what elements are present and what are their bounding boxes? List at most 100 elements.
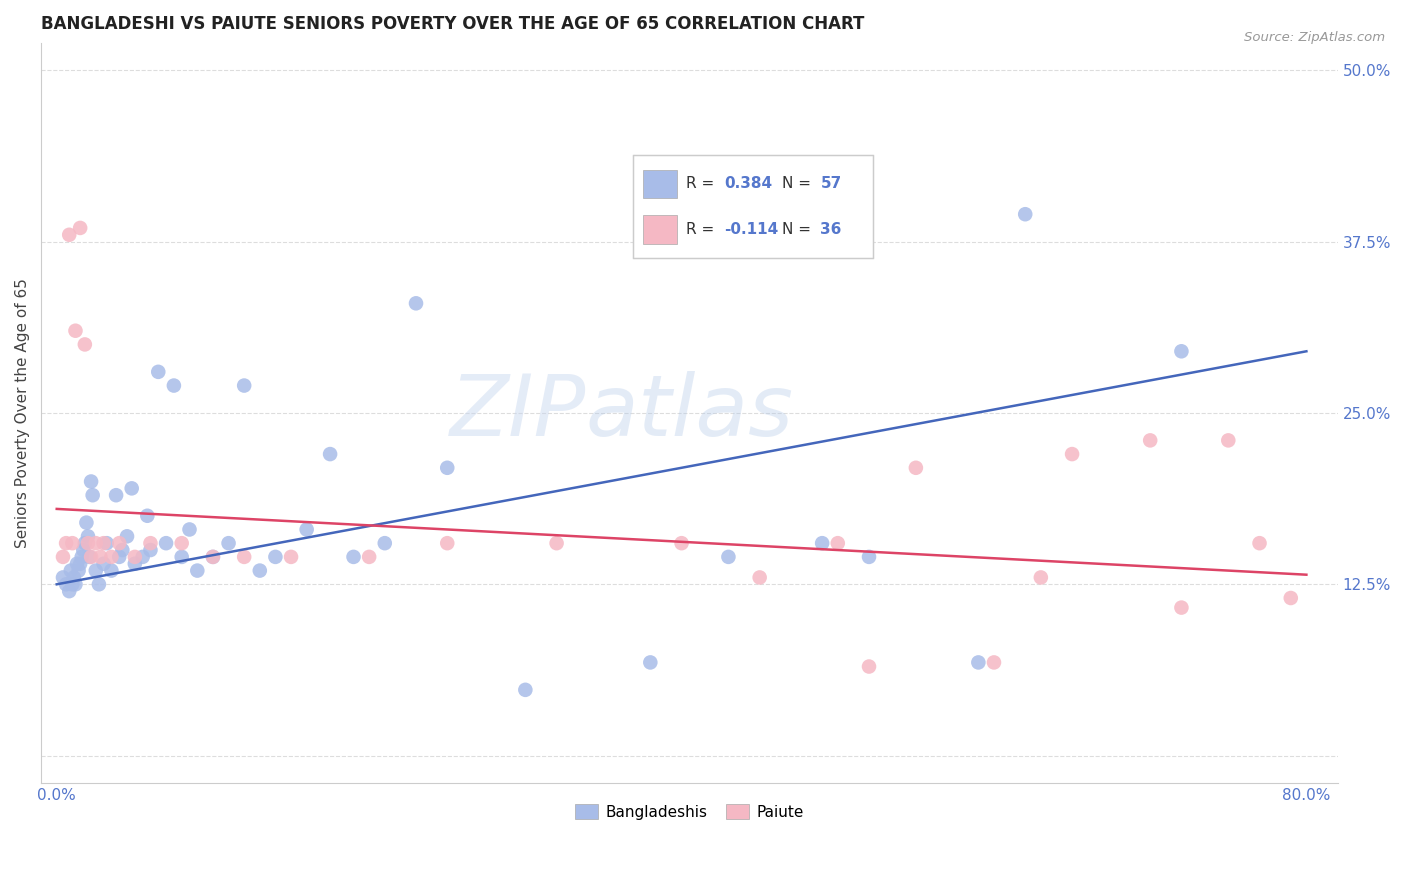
Point <box>671 536 693 550</box>
Point <box>249 564 271 578</box>
Point <box>96 536 118 550</box>
Point <box>100 549 122 564</box>
Point <box>52 570 75 584</box>
Point <box>170 549 193 564</box>
Point <box>858 659 880 673</box>
Point <box>60 577 83 591</box>
Point <box>201 549 224 564</box>
Point <box>77 529 100 543</box>
Point <box>131 549 153 564</box>
Point <box>105 488 128 502</box>
Point <box>1139 434 1161 448</box>
Point <box>87 577 110 591</box>
Point <box>319 447 342 461</box>
Point <box>59 564 82 578</box>
Point <box>374 536 396 550</box>
Point <box>1279 591 1302 605</box>
Text: R =: R = <box>686 222 720 236</box>
Point <box>58 584 80 599</box>
Point <box>136 508 159 523</box>
FancyBboxPatch shape <box>643 215 676 244</box>
Point <box>201 549 224 564</box>
Point <box>983 656 1005 670</box>
Point <box>77 536 100 550</box>
Point <box>748 570 770 584</box>
Point <box>108 536 131 550</box>
Point <box>72 543 94 558</box>
Point <box>342 549 364 564</box>
Point <box>858 549 880 564</box>
Point <box>100 564 122 578</box>
Text: Source: ZipAtlas.com: Source: ZipAtlas.com <box>1244 31 1385 45</box>
Point <box>811 536 834 550</box>
Point <box>66 557 89 571</box>
Text: 57: 57 <box>820 177 842 192</box>
Point <box>1170 344 1192 359</box>
Point <box>1029 570 1052 584</box>
Point <box>70 549 93 564</box>
Text: 0.384: 0.384 <box>724 177 773 192</box>
Text: N =: N = <box>782 177 815 192</box>
Point <box>139 543 162 558</box>
Point <box>75 516 97 530</box>
Text: atlas: atlas <box>586 371 793 454</box>
Point <box>233 549 256 564</box>
Text: -0.114: -0.114 <box>724 222 779 236</box>
Point <box>124 549 146 564</box>
Point <box>58 227 80 242</box>
Point <box>163 378 186 392</box>
Point <box>155 536 177 550</box>
Point <box>233 378 256 392</box>
Point <box>69 221 91 235</box>
Point <box>89 549 111 564</box>
Text: BANGLADESHI VS PAIUTE SENIORS POVERTY OVER THE AGE OF 65 CORRELATION CHART: BANGLADESHI VS PAIUTE SENIORS POVERTY OV… <box>41 15 865 33</box>
Text: R =: R = <box>686 177 720 192</box>
Point <box>69 557 91 571</box>
Point <box>1062 447 1084 461</box>
Point <box>1249 536 1271 550</box>
Point <box>170 536 193 550</box>
Point <box>280 549 302 564</box>
Point <box>124 557 146 571</box>
Point <box>52 549 75 564</box>
Point <box>827 536 849 550</box>
Point <box>515 682 537 697</box>
Point <box>218 536 240 550</box>
Point <box>717 549 740 564</box>
Point <box>108 549 131 564</box>
Point <box>65 577 87 591</box>
Point <box>60 536 83 550</box>
Point <box>84 536 107 550</box>
Text: 36: 36 <box>820 222 842 236</box>
Text: ZIP: ZIP <box>450 371 586 454</box>
Y-axis label: Seniors Poverty Over the Age of 65: Seniors Poverty Over the Age of 65 <box>15 278 30 548</box>
Point <box>436 460 458 475</box>
Point <box>121 481 143 495</box>
FancyBboxPatch shape <box>643 169 676 198</box>
Point <box>1170 600 1192 615</box>
Point <box>55 536 77 550</box>
Point <box>904 460 927 475</box>
Point <box>63 570 86 584</box>
Point <box>295 523 318 537</box>
Point <box>55 577 77 591</box>
Point <box>73 337 96 351</box>
Point <box>139 536 162 550</box>
Point <box>179 523 201 537</box>
Point <box>967 656 990 670</box>
Point <box>148 365 170 379</box>
Point <box>82 488 104 502</box>
Point <box>436 536 458 550</box>
Point <box>546 536 568 550</box>
Point <box>93 536 115 550</box>
Point <box>264 549 287 564</box>
Point <box>79 549 101 564</box>
Point <box>93 557 115 571</box>
Point <box>186 564 208 578</box>
Point <box>111 543 134 558</box>
Point <box>80 549 103 564</box>
Point <box>80 475 103 489</box>
Point <box>67 564 90 578</box>
Point <box>1014 207 1036 221</box>
Point <box>640 656 662 670</box>
